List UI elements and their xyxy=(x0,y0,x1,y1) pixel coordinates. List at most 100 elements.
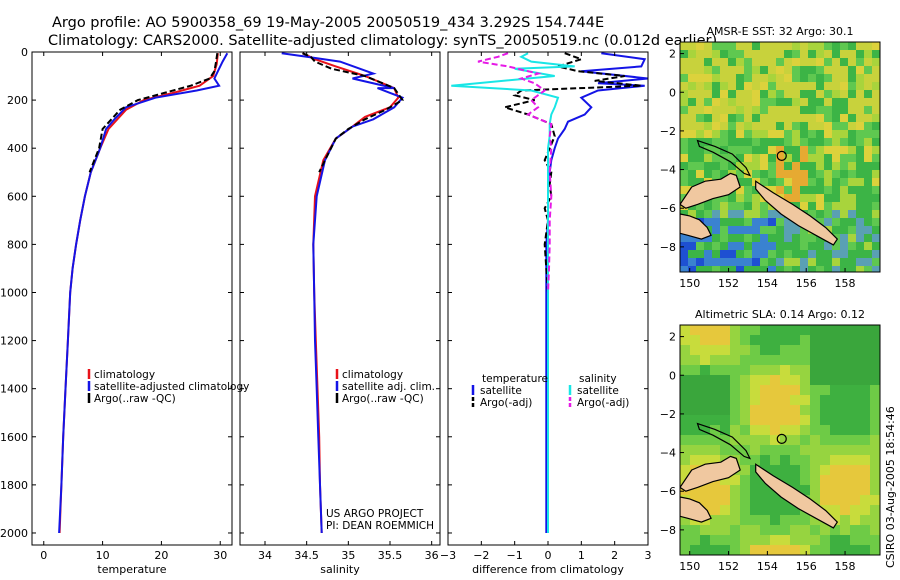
map-cell xyxy=(856,258,864,266)
map-cell xyxy=(760,525,770,535)
map-cell xyxy=(800,455,810,465)
map-cell xyxy=(840,106,848,114)
map-cell xyxy=(800,50,808,58)
map-cell xyxy=(856,210,864,218)
map-cell xyxy=(712,218,720,226)
sla-map-xtick-label: 152 xyxy=(718,560,739,573)
map-cell xyxy=(856,234,864,242)
sla-map-coastline xyxy=(680,496,712,523)
map-cell xyxy=(760,395,770,405)
map-cell xyxy=(690,395,700,405)
map-cell xyxy=(744,162,752,170)
map-cell xyxy=(752,170,760,178)
map-cell xyxy=(744,138,752,146)
map-cell xyxy=(704,154,712,162)
map-cell xyxy=(792,242,800,250)
map-cell xyxy=(780,405,790,415)
map-cell xyxy=(728,234,736,242)
map-cell xyxy=(800,355,810,365)
map-cell xyxy=(832,106,840,114)
temp-series-0 xyxy=(58,53,219,534)
map-cell xyxy=(784,170,792,178)
map-cell xyxy=(704,162,712,170)
map-cell xyxy=(760,90,768,98)
map-cell xyxy=(790,435,800,445)
map-cell xyxy=(712,122,720,130)
salt-annotation: PI: DEAN ROEMMICH xyxy=(326,520,434,532)
map-cell xyxy=(830,455,840,465)
map-cell xyxy=(740,475,750,485)
map-cell xyxy=(680,66,688,74)
map-cell xyxy=(840,130,848,138)
diff-series-2 xyxy=(451,52,575,533)
map-cell xyxy=(720,162,728,170)
map-cell xyxy=(730,535,740,545)
map-cell xyxy=(872,138,880,146)
map-cell xyxy=(800,186,808,194)
map-cell xyxy=(760,385,770,395)
map-cell xyxy=(680,515,690,525)
map-cell xyxy=(710,385,720,395)
map-cell xyxy=(856,178,864,186)
map-cell xyxy=(848,226,856,234)
map-cell xyxy=(770,325,780,335)
map-cell xyxy=(864,258,872,266)
map-cell xyxy=(848,258,856,266)
diff-legend-heading: temperature xyxy=(482,373,548,385)
diff-xtick-label: −3 xyxy=(440,549,456,562)
map-cell xyxy=(710,545,720,555)
diff-legend-label: Argo(-adj) xyxy=(480,397,532,409)
map-cell xyxy=(832,130,840,138)
map-cell xyxy=(860,505,870,515)
map-cell xyxy=(824,202,832,210)
map-cell xyxy=(860,435,870,445)
map-cell xyxy=(810,525,820,535)
map-cell xyxy=(712,170,720,178)
temp-ytick-label: 400 xyxy=(7,142,28,155)
temp-legend-label: satellite-adjusted climatology xyxy=(94,381,249,393)
map-cell xyxy=(720,42,728,50)
sla-map-xtick-label: 150 xyxy=(679,560,700,573)
map-cell xyxy=(760,495,770,505)
map-cell xyxy=(776,58,784,66)
map-cell xyxy=(800,395,810,405)
map-cell xyxy=(870,425,880,435)
map-cell xyxy=(784,186,792,194)
map-cell xyxy=(700,365,710,375)
map-cell xyxy=(872,58,880,66)
temp-frame xyxy=(31,51,233,546)
sst-map-ytick-label: −8 xyxy=(660,241,676,254)
map-cell xyxy=(850,335,860,345)
map-cell xyxy=(752,50,760,58)
temp-xtick-label: 30 xyxy=(213,549,227,562)
map-cell xyxy=(770,545,780,555)
map-cell xyxy=(720,525,730,535)
map-cell xyxy=(720,345,730,355)
map-cell xyxy=(680,106,688,114)
map-cell xyxy=(688,178,696,186)
map-cell xyxy=(710,535,720,545)
map-cell xyxy=(792,42,800,50)
map-cell xyxy=(850,385,860,395)
map-cell xyxy=(850,475,860,485)
map-cell xyxy=(696,122,704,130)
map-cell xyxy=(770,435,780,445)
map-cell xyxy=(688,66,696,74)
map-cell xyxy=(770,525,780,535)
map-cell xyxy=(872,122,880,130)
map-cell xyxy=(820,545,830,555)
map-cell xyxy=(736,82,744,90)
map-cell xyxy=(790,375,800,385)
map-cell xyxy=(832,66,840,74)
map-cell xyxy=(720,385,730,395)
map-cell xyxy=(820,455,830,465)
sst-map-coastline xyxy=(696,139,752,177)
map-cell xyxy=(744,242,752,250)
map-cell xyxy=(720,138,728,146)
map-cell xyxy=(848,50,856,58)
map-cell xyxy=(750,365,760,375)
map-cell xyxy=(856,90,864,98)
map-cell xyxy=(776,226,784,234)
map-cell xyxy=(840,210,848,218)
map-cell xyxy=(768,242,776,250)
